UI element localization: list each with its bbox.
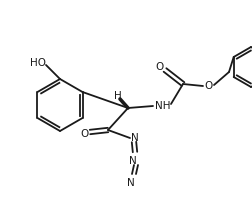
Text: N: N xyxy=(129,156,136,166)
Text: O: O xyxy=(81,129,89,139)
Text: NH: NH xyxy=(155,101,170,111)
Text: O: O xyxy=(155,62,164,72)
Text: N: N xyxy=(131,133,138,143)
Text: HO: HO xyxy=(30,58,46,68)
Text: N: N xyxy=(127,178,134,188)
Text: O: O xyxy=(204,81,212,91)
Text: H: H xyxy=(114,91,121,101)
